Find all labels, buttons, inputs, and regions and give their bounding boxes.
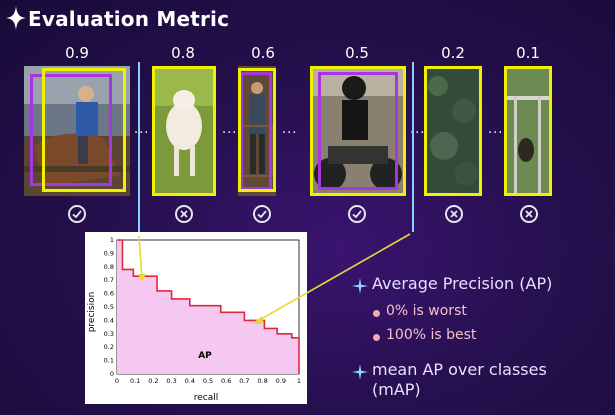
x-axis-label: recall bbox=[194, 393, 219, 403]
cross-icon bbox=[520, 205, 538, 223]
detection-box-1 bbox=[42, 68, 126, 192]
bullet-worst: 0% is worst bbox=[386, 303, 467, 319]
detection-box-5 bbox=[424, 66, 482, 196]
cross-icon bbox=[445, 205, 463, 223]
y-tick-label: 0.9 bbox=[104, 249, 114, 257]
y-axis-label: precision bbox=[87, 292, 97, 333]
ellipsis-3: ... bbox=[282, 122, 298, 137]
x-tick-label: 0.4 bbox=[185, 377, 195, 385]
sparkle-icon bbox=[6, 6, 26, 30]
ellipsis-5: ... bbox=[488, 122, 504, 137]
detection-image-bird bbox=[504, 66, 552, 196]
ground-truth-box-4 bbox=[318, 72, 398, 190]
check-icon bbox=[68, 205, 86, 223]
bullet-average-precision: Average Precision (AP) bbox=[372, 274, 553, 293]
y-tick-label: 0.8 bbox=[104, 263, 114, 271]
x-tick-label: 0.2 bbox=[148, 377, 158, 385]
x-tick-label: 0.1 bbox=[130, 377, 140, 385]
y-tick-label: 0 bbox=[110, 370, 114, 378]
ground-truth-box-3 bbox=[240, 72, 272, 190]
cross-icon bbox=[175, 205, 193, 223]
detection-box-2 bbox=[152, 66, 216, 196]
detection-score-4: 0.5 bbox=[345, 44, 369, 62]
x-tick-label: 0.3 bbox=[166, 377, 176, 385]
threshold-line-left bbox=[138, 62, 140, 242]
ellipsis-1: ... bbox=[134, 122, 150, 137]
y-tick-label: 0.1 bbox=[104, 357, 114, 365]
detection-image-foliage bbox=[424, 66, 482, 196]
detection-box-3 bbox=[238, 68, 276, 192]
bullet-dot bbox=[373, 310, 380, 317]
ellipsis-2: ... bbox=[222, 122, 238, 137]
x-tick-label: 0.8 bbox=[257, 377, 267, 385]
detection-box-4 bbox=[310, 66, 406, 196]
ap-annotation: AP bbox=[198, 351, 212, 361]
y-tick-label: 1 bbox=[110, 236, 114, 244]
detection-box-6 bbox=[504, 66, 552, 196]
x-tick-label: 0.9 bbox=[276, 377, 286, 385]
threshold-line-right bbox=[412, 62, 414, 232]
bullet-dot bbox=[373, 334, 380, 341]
check-icon bbox=[253, 205, 271, 223]
detection-score-3: 0.6 bbox=[251, 44, 275, 62]
bullet-best: 100% is best bbox=[386, 327, 477, 343]
y-tick-label: 0.7 bbox=[104, 276, 114, 284]
sparkle-bullet-icon bbox=[352, 364, 368, 380]
y-tick-label: 0.5 bbox=[104, 303, 114, 311]
detection-score-2: 0.8 bbox=[171, 44, 195, 62]
x-tick-label: 0.5 bbox=[203, 377, 213, 385]
x-tick-label: 0.6 bbox=[221, 377, 231, 385]
detection-score-6: 0.1 bbox=[516, 44, 540, 62]
precision-recall-chart: 0 0.1 0.2 0.3 0.4 0.5 0.6 0.7 0.8 0.9 1 0 0.1 0.2 0.3 0… bbox=[85, 232, 307, 404]
bullet-map-line2: (mAP) bbox=[372, 380, 421, 399]
y-tick-label: 0.4 bbox=[104, 316, 114, 324]
ground-truth-box-1 bbox=[30, 74, 112, 186]
check-icon bbox=[348, 205, 366, 223]
interpolated-precision-curve bbox=[117, 239, 300, 374]
detection-score-5: 0.2 bbox=[441, 44, 465, 62]
sparkle-bullet-icon bbox=[352, 278, 368, 294]
x-tick-label: 0.7 bbox=[239, 377, 249, 385]
detection-score-1: 0.9 bbox=[65, 44, 89, 62]
y-tick-label: 0.6 bbox=[104, 290, 114, 298]
x-tick-label: 0 bbox=[115, 377, 119, 385]
y-tick-label: 0.3 bbox=[104, 330, 114, 338]
detection-image-lamb bbox=[152, 66, 216, 196]
x-tick-label: 1 bbox=[297, 377, 301, 385]
y-tick-label: 0.2 bbox=[104, 343, 114, 351]
detection-image-horse-rider bbox=[24, 66, 130, 196]
slide-title: Evaluation Metric bbox=[28, 7, 230, 31]
bullet-map-line1: mean AP over classes bbox=[372, 360, 547, 379]
detection-image-motorcyclist bbox=[310, 66, 406, 196]
ap-area bbox=[117, 240, 299, 374]
